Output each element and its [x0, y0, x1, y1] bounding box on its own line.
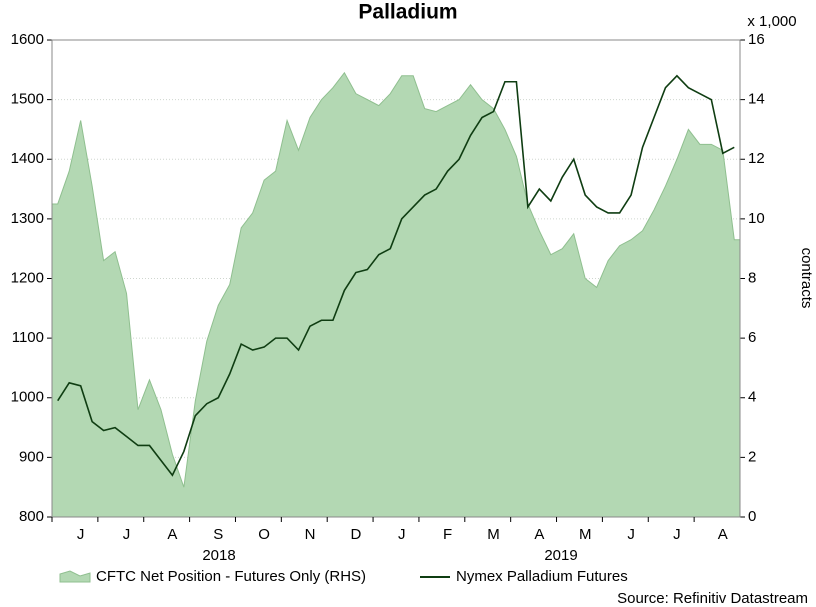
y-tick-label: 1400: [11, 150, 44, 167]
y-tick-label: 800: [19, 508, 44, 525]
line: [57, 74, 735, 477]
x-tick-label: J: [77, 526, 85, 543]
chart-title: Palladium: [358, 1, 457, 24]
x-tick-label: F: [443, 526, 452, 543]
y2-tick-label: 10: [748, 210, 765, 227]
plot-frame: [51, 39, 741, 518]
y2-tick-label: 14: [748, 91, 765, 108]
year-label: 2018: [202, 547, 235, 564]
y2-tick-label: 8: [748, 269, 756, 286]
y2-tick-label: 2: [748, 448, 756, 465]
x-tick-label: J: [673, 526, 681, 543]
x-tick-label: A: [718, 526, 728, 543]
x-tick-label: N: [305, 526, 316, 543]
y-tick-label: 1600: [11, 31, 44, 48]
y-tick-label: 1300: [11, 210, 44, 227]
y-tick-label: 900: [19, 448, 44, 465]
year-label: 2019: [544, 547, 577, 564]
legend-label: Nymex Palladium Futures: [456, 568, 628, 585]
y2-tick-label: 4: [748, 389, 756, 406]
y2-axis-label: contracts: [798, 248, 815, 309]
y-tick-label: 1100: [12, 329, 44, 346]
x-tick-label: M: [579, 526, 592, 543]
y-tick-label: 1200: [11, 269, 44, 286]
x-tick-label: O: [258, 526, 270, 543]
legend-label: CFTC Net Position - Futures Only (RHS): [96, 568, 366, 585]
y-tick-label: 1000: [11, 389, 44, 406]
y2-tick-label: 6: [748, 329, 756, 346]
area: [51, 71, 741, 518]
y-tick-label: 1500: [11, 91, 44, 108]
legend-swatch-area: [59, 570, 91, 583]
x-tick-label: J: [627, 526, 635, 543]
x-tick-label: A: [534, 526, 544, 543]
y2-tick-label: 16: [748, 31, 765, 48]
x-tick-label: M: [487, 526, 500, 543]
x-tick-label: D: [350, 526, 361, 543]
y2-unit: x 1,000: [747, 13, 796, 30]
x-tick-label: A: [167, 526, 177, 543]
y2-tick-label: 0: [748, 508, 756, 525]
x-tick-label: J: [123, 526, 131, 543]
y2-tick-label: 12: [748, 150, 765, 167]
x-tick-label: S: [213, 526, 223, 543]
x-tick-label: J: [398, 526, 406, 543]
source: Source: Refinitiv Datastream: [617, 590, 808, 607]
